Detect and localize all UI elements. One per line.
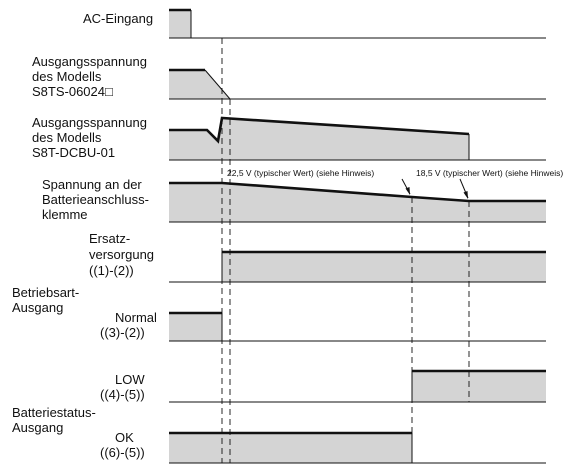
label-mode-output: Betriebsart- Ausgang xyxy=(12,285,83,315)
ok-fill xyxy=(169,433,412,463)
label-backup-supply: Ersatz- versorgung ((1)-(2)) xyxy=(89,231,158,278)
row-low: LOW ((4)-(5)) xyxy=(100,369,546,403)
low-fill xyxy=(412,371,546,402)
battery-terminal-fill xyxy=(169,183,546,222)
timing-markers xyxy=(221,38,470,463)
label-battery-terminal: Spannung an der Batterieanschluss- klemm… xyxy=(42,177,153,222)
dcbu-output-signal xyxy=(169,116,470,144)
row-s8ts-output: Ausgangsspannung des Modells S8TS-06024□ xyxy=(32,54,546,100)
label-ac-input: AC-Eingang xyxy=(83,11,153,26)
backup-supply-fill xyxy=(222,252,546,282)
ac-input-fill xyxy=(169,10,191,38)
label-s8ts-output: Ausgangsspannung des Modells S8TS-06024□ xyxy=(32,54,151,99)
s8ts-output-decay xyxy=(204,69,231,100)
row-dcbu-output: Ausgangsspannung des Modells S8T-DCBU-01 xyxy=(32,115,546,161)
label-dcbu-output: Ausgangsspannung des Modells S8T-DCBU-01 xyxy=(32,115,151,160)
row-ac-input: AC-Eingang xyxy=(83,8,546,39)
label-ok: OK ((6)-(5)) xyxy=(100,430,145,460)
label-battery-status: Batteriestatus- Ausgang xyxy=(12,405,99,435)
row-backup-supply: Ersatz- versorgung ((1)-(2)) xyxy=(89,231,546,283)
arrowhead-18-5-v xyxy=(463,191,468,199)
label-low: LOW ((4)-(5)) xyxy=(100,372,148,402)
row-battery-terminal: Spannung an der Batterieanschluss- klemm… xyxy=(42,168,563,223)
note-22-5-v: 22,5 V (typischer Wert) (siehe Hinweis) xyxy=(227,168,374,178)
normal-fill xyxy=(169,313,222,341)
row-ok: OK ((6)-(5)) xyxy=(100,430,546,464)
label-normal: Normal ((3)-(2)) xyxy=(100,310,161,340)
note-18-5-v: 18,5 V (typischer Wert) (siehe Hinweis) xyxy=(416,168,563,178)
dcbu-output-fill xyxy=(169,118,469,160)
row-normal: Normal ((3)-(2)) xyxy=(100,310,546,342)
arrowhead-22-5-v xyxy=(405,187,410,195)
s8ts-output-fill xyxy=(169,70,230,99)
